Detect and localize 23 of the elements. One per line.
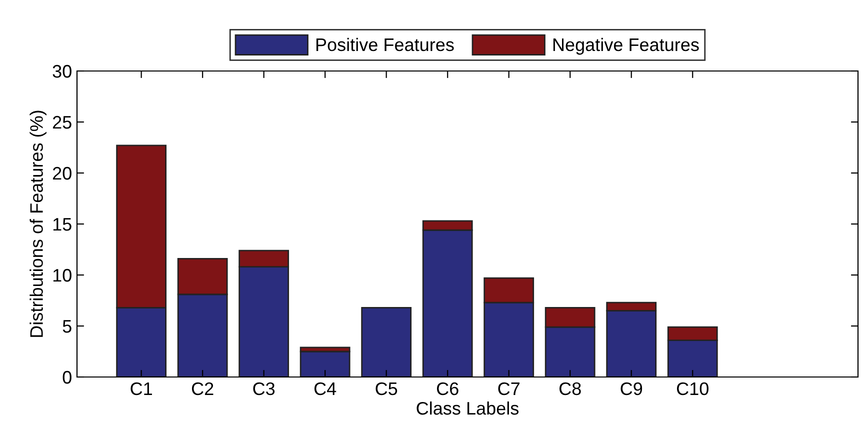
x-tick-label: C3 xyxy=(253,382,275,396)
y-tick-label: 5 xyxy=(62,320,72,333)
x-tick-label: C2 xyxy=(192,382,214,396)
legend-label: Positive Features xyxy=(316,38,454,52)
y-axis-title: Distributions of Features (%) xyxy=(30,110,46,337)
y-tick-label: 0 xyxy=(62,370,72,384)
legend-label: Negative Features xyxy=(553,38,699,55)
bar xyxy=(361,306,412,377)
bar xyxy=(300,350,350,377)
x-tick-label: C10 xyxy=(676,382,708,396)
x-tick-label: C1 xyxy=(130,382,152,396)
x-tick-label: C5 xyxy=(376,382,398,396)
y-tick-label: 30 xyxy=(52,64,72,78)
x-axis-title: Class Labels xyxy=(416,401,519,415)
y-tick-label: 15 xyxy=(53,218,72,231)
x-tick-label: C7 xyxy=(498,382,520,396)
y-tick-label: 20 xyxy=(52,166,72,180)
x-tick-label: C9 xyxy=(620,382,642,396)
y-tick-label: 10 xyxy=(53,268,72,282)
x-tick-label: C4 xyxy=(314,382,336,396)
y-tick-label: 25 xyxy=(52,116,72,129)
x-tick-label: C6 xyxy=(436,382,458,396)
x-tick-label: C8 xyxy=(559,382,581,396)
